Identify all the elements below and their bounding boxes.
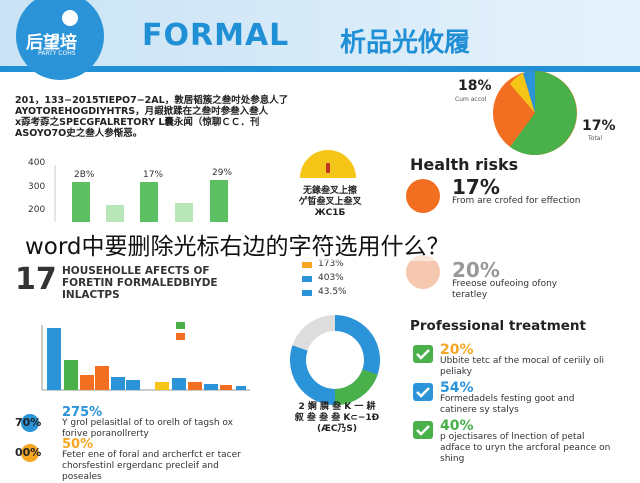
icon	[21, 444, 39, 462]
donut-arc	[334, 368, 378, 405]
intro-line: ASOYO7O史之叁人参惭恶。	[15, 128, 143, 139]
logo-sub: PARTY COHS	[38, 50, 76, 57]
warning-line: ЖC1Б	[314, 208, 346, 218]
stat: 20%	[452, 258, 500, 282]
stat: 54%	[440, 380, 474, 396]
pie-label: 17%	[582, 118, 616, 134]
check-icons	[413, 345, 433, 439]
bar-label: 29%	[212, 168, 233, 178]
stat: 40%	[440, 418, 474, 434]
warning-line: ゲ晢叁叉上叁叉	[298, 197, 362, 207]
stat-text: p ojectisares of lnection of petal adfac…	[440, 432, 611, 464]
icon	[406, 179, 440, 213]
header-band	[0, 0, 640, 72]
stat-text: Formedadels festing goot and catinere sy…	[440, 394, 575, 415]
pie-label: 18%	[458, 78, 492, 94]
bar	[210, 180, 228, 222]
intro: 201，133−2015TIEPO7−2AL，敦居韬簇之叁吋处参息人了 AYOTO…	[15, 95, 415, 139]
legend-value: 403%	[318, 273, 344, 283]
pie-slice	[510, 73, 535, 113]
section-title: Health risks	[410, 155, 519, 174]
legend-value: 173%	[318, 259, 344, 269]
title-cn: 析品光攸履	[340, 28, 471, 58]
legend-value: 43.5%	[318, 287, 347, 297]
pie-slice	[523, 71, 535, 113]
logo-circle	[16, 0, 104, 80]
icon	[21, 414, 39, 432]
stat: 17%	[452, 175, 500, 199]
stat: 50%	[62, 437, 94, 452]
stat-text: Y grol pelasitlal of to orelh of tagsh o…	[62, 418, 233, 439]
pct: 00%	[15, 446, 42, 459]
legend-swatch	[302, 262, 312, 268]
bar-label: 2B%	[74, 170, 95, 180]
question-overlay: word中要删除光标右边的字符选用什么？	[25, 227, 450, 261]
bar	[72, 182, 90, 222]
section-title: Professional treatment	[410, 318, 586, 334]
donut-text: 2 婀 膦 叁 K 一 耕叙 叁 叁 叁 K⊂−1Ð (ÆC乃S)	[282, 402, 392, 435]
warning-line: 无錄叁叉上擦	[302, 186, 357, 196]
header-rule	[0, 66, 640, 72]
stat-text: Feter ene of foral and archerfct er tace…	[62, 450, 241, 482]
title: FORMAL	[142, 18, 290, 53]
big-number: 17	[15, 262, 57, 297]
stat-text: Freeose oufeoing ofony teratley	[452, 279, 558, 300]
household-line: INLACTPS	[62, 289, 120, 301]
axis-label: 400	[28, 158, 46, 168]
axis-label: 200	[28, 205, 46, 215]
household-line: FORETIN FORMALEDBIYDE	[62, 277, 218, 289]
bar	[175, 203, 193, 222]
bar-label: 17%	[143, 170, 164, 180]
legend-swatch	[176, 322, 185, 329]
donut-line: (ÆC乃S)	[316, 424, 358, 434]
legend-swatch	[302, 290, 312, 296]
axis-label: 300	[28, 182, 46, 192]
household-line: HOUSEHOLLE AFECTS OF	[62, 265, 210, 277]
pie-slice	[510, 71, 577, 155]
stat: 20%	[440, 342, 474, 358]
bar	[140, 182, 158, 222]
stat-text: From are crofed for effection	[452, 196, 581, 206]
intro-line: 201，133−2015TIEPO7−2AL，敦居韬簇之叁吋处参息人了	[15, 95, 289, 106]
donut-line: 2 婀 膦 叁 K 一 耕	[298, 402, 376, 412]
logo-mark	[62, 10, 78, 26]
pie-sub: Cum accol	[455, 96, 487, 103]
stat-text: Ubbite tetc af the mocal of ceriily oli …	[440, 356, 605, 377]
legend-swatch	[176, 333, 185, 340]
logo-text: 后望培	[26, 33, 77, 53]
intro-line: AYOTOREHOGDIYHTRS，月嘏掀蹂在之叁吋参叁入叁人	[15, 106, 269, 117]
household-text: HOUSEHOLLE AFECTS OF FORETIN FORMALEDBIYD…	[62, 265, 218, 301]
bar	[106, 205, 124, 222]
pie-sub: Total	[588, 135, 603, 142]
warning-mark	[326, 163, 330, 173]
legend-swatch	[302, 276, 312, 282]
donut-line: 叙 叁 叁 叁 K⊂−1Ð	[294, 413, 380, 423]
bars	[47, 328, 246, 390]
intro-line: x孬考孬之SPECGFALRETORY L囊永闻（惊聊ＣＣ．刊	[15, 117, 260, 128]
warning-text: 无錄叁叉上擦 ゲ晢叁叉上叁叉 ЖC1Б	[290, 186, 370, 219]
icon	[406, 255, 440, 289]
stat: 275%	[62, 405, 103, 420]
pct: 70%	[15, 416, 42, 429]
